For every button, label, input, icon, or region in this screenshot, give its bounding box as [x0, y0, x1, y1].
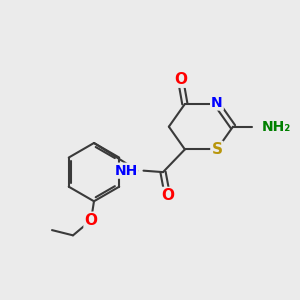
Text: NH: NH	[114, 164, 138, 178]
Text: S: S	[212, 142, 222, 157]
Text: O: O	[85, 213, 98, 228]
Text: N: N	[211, 95, 223, 110]
Text: O: O	[161, 188, 174, 203]
Text: O: O	[174, 72, 187, 87]
Text: NH₂: NH₂	[262, 120, 291, 134]
